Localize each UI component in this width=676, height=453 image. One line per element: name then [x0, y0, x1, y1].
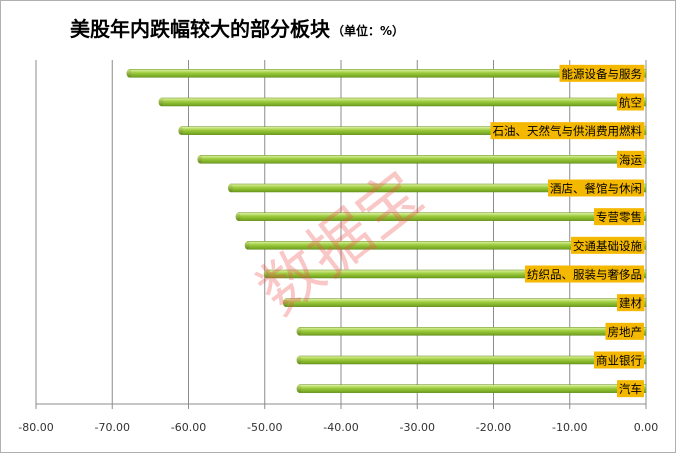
bar-end-cap: [197, 155, 203, 164]
x-tick-label: -20.00: [476, 421, 511, 434]
bar: [160, 97, 647, 107]
category-label-background: [490, 122, 645, 140]
x-tick-label: -10.00: [552, 421, 587, 434]
category-label-background: [617, 294, 645, 312]
bar: [298, 355, 647, 365]
bar-end-cap: [126, 69, 132, 78]
chart-subtitle: （单位：%）: [332, 23, 404, 38]
category-label-background: [571, 236, 645, 254]
x-tick-label: -40.00: [323, 421, 358, 434]
x-axis: -80.00 -70.00 -60.00 -50.00 -40.00 -30.00 -20.…: [18, 403, 659, 434]
bar: [199, 155, 647, 164]
category-label-background: [594, 351, 644, 369]
bar: [237, 212, 647, 221]
category-label: 石油、天然气与供消费用燃料: [493, 124, 643, 138]
category-label: 建材: [619, 296, 642, 310]
category-label: 交通基础设施: [573, 239, 642, 253]
category-label: 汽车: [619, 382, 642, 396]
category-label: 商业银行: [596, 354, 642, 368]
bar-end-cap: [296, 327, 302, 336]
category-label-background: [617, 93, 644, 111]
category-label-background: [559, 64, 645, 82]
category-label-background: [617, 380, 644, 398]
category-label: 专营零售: [596, 210, 642, 224]
bar-end-cap: [296, 384, 302, 393]
category-label: 海运: [619, 153, 642, 167]
category-label-background: [605, 322, 644, 340]
bar-end-cap: [227, 184, 233, 192]
bar-end-cap: [282, 298, 288, 307]
category-label: 房地产: [608, 325, 643, 339]
category-label: 酒店、餐馆与休闲: [550, 182, 642, 196]
bar-end-cap: [235, 212, 241, 221]
x-tick-label: -30.00: [400, 421, 435, 434]
category-label-background: [548, 179, 644, 197]
category-label-background: [617, 150, 645, 168]
bar-end-cap: [296, 356, 302, 364]
bar: [298, 384, 647, 393]
bar: [285, 298, 647, 307]
category-label-background: [594, 208, 644, 226]
bar-end-cap: [158, 98, 164, 106]
category-label: 纺织品、服装与奢侈品: [527, 268, 642, 282]
x-tick-label: -60.00: [171, 421, 206, 434]
category-labels: 能源设备与服务航空石油、天然气与供消费用燃料海运酒店、餐馆与休闲专营零售交通基础…: [490, 64, 645, 398]
chart-title: 美股年内跌幅较大的部分板块: [70, 17, 331, 41]
bar-end-cap: [263, 270, 269, 278]
category-label-background: [525, 265, 644, 283]
x-tick-label: -50.00: [247, 421, 282, 434]
x-tick-label: -70.00: [95, 421, 130, 434]
bar-end-cap: [178, 126, 184, 135]
bar: [298, 327, 647, 336]
x-tick-label: -80.00: [18, 421, 53, 434]
x-tick-label: 0.00: [634, 421, 659, 434]
category-label: 航空: [619, 96, 642, 110]
bar-end-cap: [244, 241, 250, 250]
grid-lines: [35, 60, 647, 404]
bar-series: [126, 69, 647, 393]
category-label: 能源设备与服务: [562, 67, 643, 81]
